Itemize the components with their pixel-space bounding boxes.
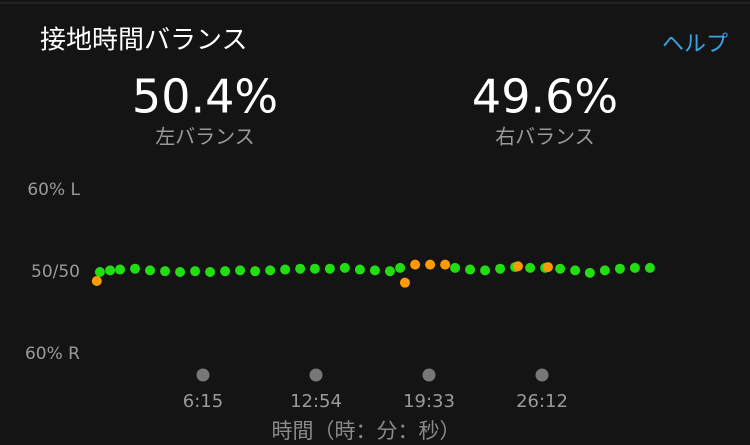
data-point — [410, 259, 421, 270]
x-tick-label: 19:33 — [403, 391, 455, 412]
data-point — [384, 266, 395, 277]
data-point — [280, 264, 291, 275]
data-point — [295, 263, 306, 274]
data-point — [525, 262, 536, 273]
data-point — [584, 267, 595, 278]
data-point — [354, 264, 365, 275]
data-point — [614, 263, 625, 274]
data-point — [644, 262, 655, 273]
data-point — [425, 259, 436, 270]
title: 接地時間バランス — [40, 26, 247, 56]
data-point — [629, 262, 640, 273]
x-tick-dot — [422, 368, 436, 382]
data-point — [399, 277, 410, 288]
x-tick-label: 26:12 — [516, 391, 568, 412]
y-tick-label: 50/50 — [31, 262, 80, 282]
data-point — [542, 262, 553, 273]
x-tick-dot — [535, 368, 549, 382]
data-point — [265, 265, 276, 276]
data-point — [599, 265, 610, 276]
right-balance-value: 49.6% — [472, 70, 618, 124]
x-tick-dot — [309, 368, 323, 382]
x-tick-label: 6:15 — [183, 391, 223, 412]
data-point — [555, 263, 566, 274]
help-link[interactable]: ヘルプ — [662, 32, 728, 57]
data-point — [309, 263, 320, 274]
x-tick-label: 12:54 — [290, 391, 342, 412]
data-point — [570, 265, 581, 276]
data-point — [115, 264, 126, 275]
data-point — [369, 265, 380, 276]
data-point — [465, 264, 476, 275]
data-point — [94, 267, 105, 277]
data-point — [220, 266, 231, 277]
data-point — [160, 266, 171, 277]
data-point — [395, 262, 406, 273]
data-point — [145, 265, 156, 276]
data-point — [324, 263, 335, 274]
data-point — [480, 265, 491, 276]
data-point — [130, 263, 141, 274]
data-point — [339, 262, 350, 273]
y-tick-label: 60% L — [27, 180, 80, 200]
left-balance-label: 左バランス — [155, 125, 255, 149]
data-point — [440, 259, 451, 270]
data-point — [91, 276, 102, 287]
data-point — [175, 267, 186, 277]
data-point — [495, 263, 506, 274]
data-point — [190, 266, 201, 277]
x-axis-label: 時間（時：分：秒） — [272, 419, 461, 443]
data-point — [512, 261, 523, 272]
x-tick-dot — [196, 368, 210, 382]
data-point — [205, 267, 216, 277]
left-balance-value: 50.4% — [132, 70, 278, 124]
data-point — [235, 265, 246, 276]
data-point — [105, 265, 116, 276]
right-balance-label: 右バランス — [495, 125, 595, 149]
data-point — [450, 262, 461, 273]
data-point — [250, 266, 261, 277]
y-tick-label: 60% R — [25, 344, 80, 364]
